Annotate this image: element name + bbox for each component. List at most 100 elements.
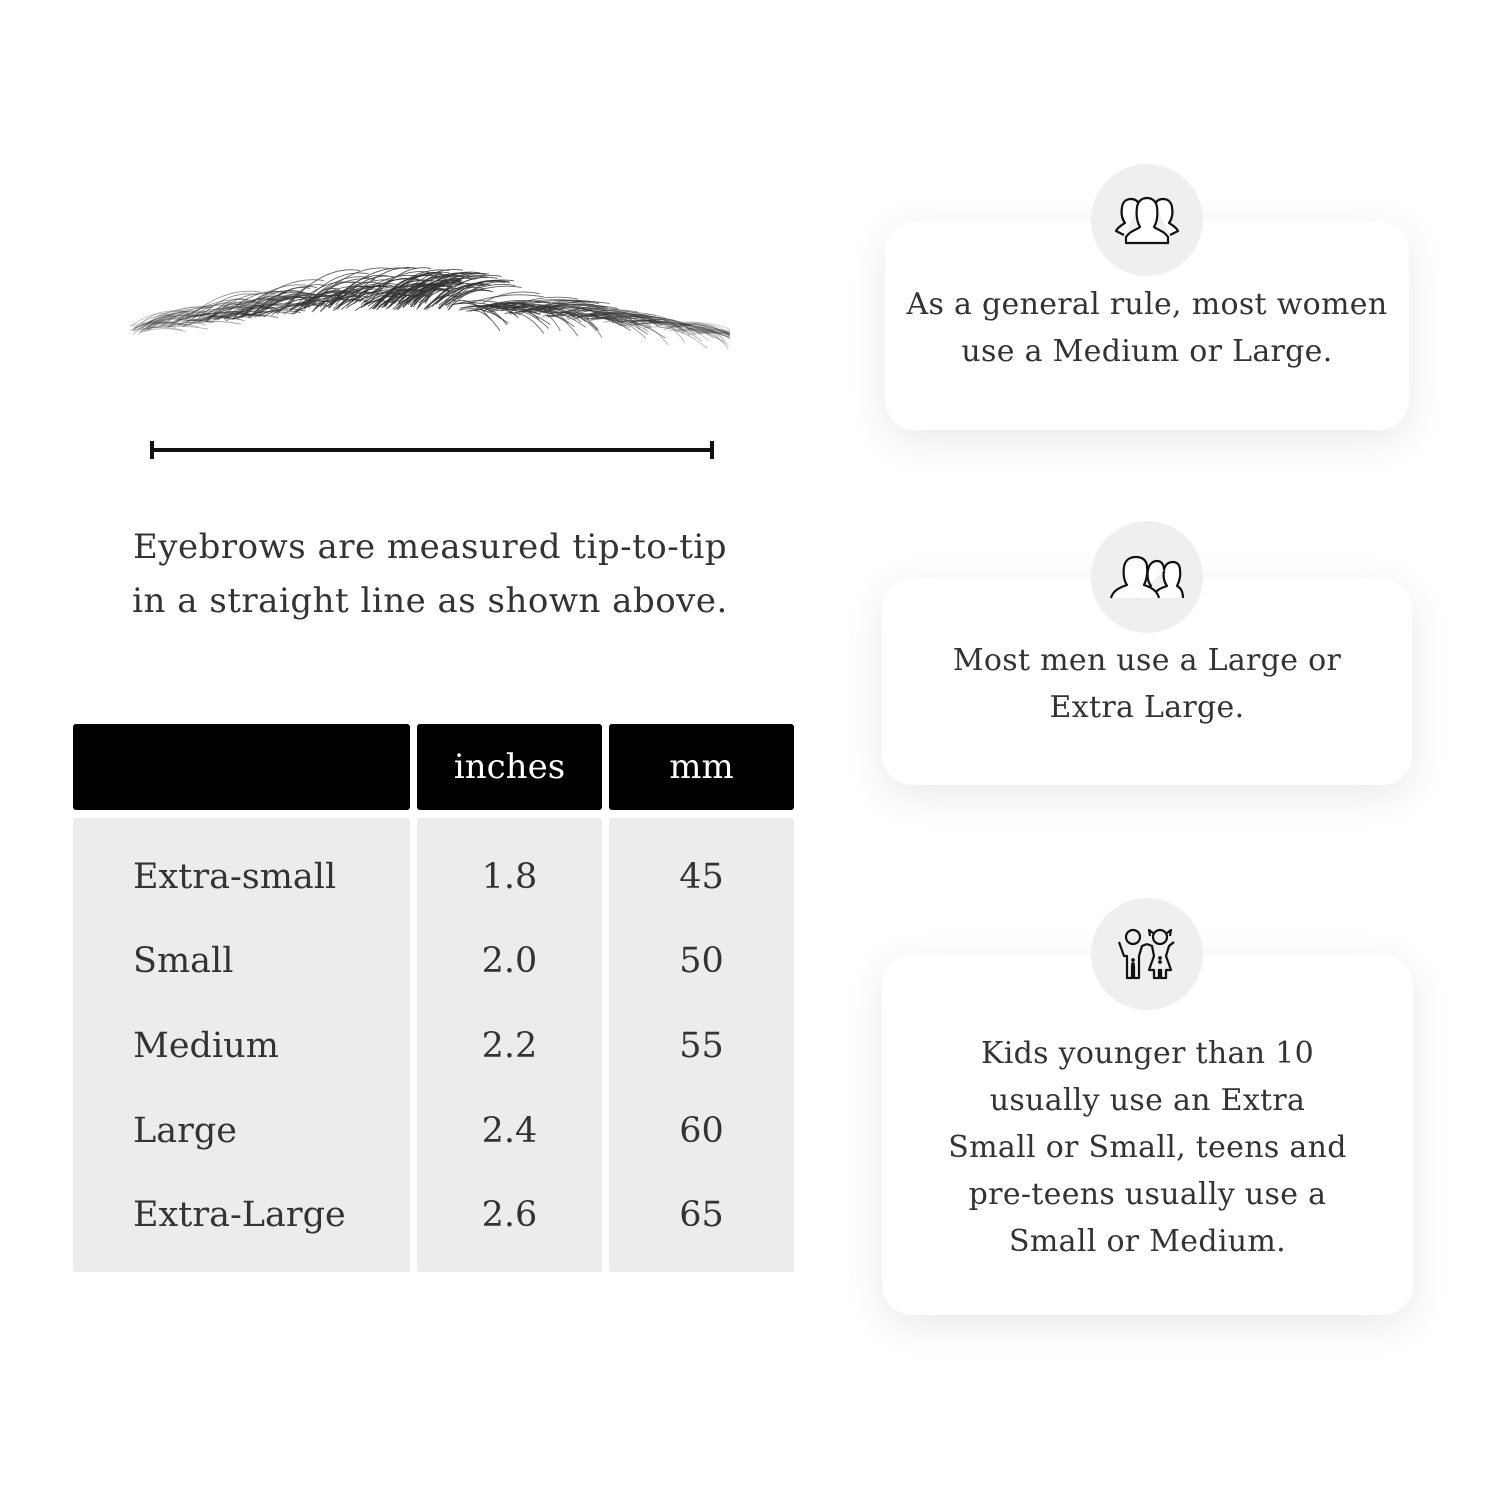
eyebrow-hair xyxy=(367,296,404,307)
eyebrow-hair xyxy=(645,319,678,326)
eyebrow-hair xyxy=(167,314,195,320)
eyebrow-hair xyxy=(134,326,183,332)
eyebrow-hair xyxy=(484,305,551,325)
eyebrow-hair xyxy=(254,302,298,315)
eyebrow-hair xyxy=(669,323,730,336)
eyebrow-hair xyxy=(679,322,730,337)
eyebrow-hair xyxy=(592,317,630,329)
eyebrow-hair xyxy=(694,332,730,337)
eyebrow-hair xyxy=(303,278,376,310)
eyebrow-hair xyxy=(368,279,435,310)
eyebrow-hair xyxy=(482,291,540,303)
eyebrow-hair xyxy=(177,319,211,327)
eyebrow-hair xyxy=(181,315,253,328)
eyebrow-hair xyxy=(402,271,481,308)
row-inches-value: 2.2 xyxy=(481,1026,538,1066)
eyebrow-hair xyxy=(693,328,729,350)
eyebrow-hair xyxy=(147,310,217,324)
eyebrow-hair xyxy=(296,281,355,306)
card-text: use a Medium or Large. xyxy=(961,333,1333,369)
eyebrow-hair xyxy=(132,315,197,330)
eyebrow-hair xyxy=(686,326,719,338)
eyebrow-hair xyxy=(682,330,720,340)
eyebrow-hair xyxy=(423,277,498,310)
eyebrow-hair xyxy=(667,329,730,346)
eyebrow-hair xyxy=(608,312,641,330)
eyebrow-hair xyxy=(648,321,686,343)
eyebrow-hair xyxy=(133,319,202,328)
eyebrow-hair xyxy=(177,313,238,321)
eyebrow-hair xyxy=(181,318,215,323)
eyebrow-hair xyxy=(224,298,279,314)
eyebrow-hair xyxy=(663,326,704,334)
eyebrow-hair xyxy=(146,310,209,328)
card-text: As a general rule, most women xyxy=(906,286,1388,322)
eyebrow-hair xyxy=(139,318,192,327)
eyebrow-hair xyxy=(410,281,464,308)
row-mm-value: 45 xyxy=(679,857,724,897)
eyebrow-hair xyxy=(418,272,473,307)
eyebrow-hair xyxy=(570,315,603,338)
eyebrow-hair xyxy=(685,322,730,330)
eyebrow-hair xyxy=(133,322,185,332)
eyebrow-hair xyxy=(660,325,730,339)
row-mm-value: 50 xyxy=(679,941,724,981)
eyebrow-hair xyxy=(133,315,176,329)
eyebrow-hair xyxy=(239,306,278,314)
row-mm-value: 65 xyxy=(679,1195,724,1235)
eyebrow-hair xyxy=(340,292,374,306)
eyebrow-hair xyxy=(439,282,485,310)
eyebrow-hair xyxy=(253,286,318,315)
eyebrow-hair xyxy=(129,322,171,332)
eyebrow-hair xyxy=(680,329,730,338)
eyebrow-hair xyxy=(141,306,211,329)
eyebrow-hair xyxy=(500,309,550,329)
eyebrow-hair xyxy=(683,327,730,340)
eyebrow-hair xyxy=(479,304,545,314)
eyebrow-hair xyxy=(176,303,242,322)
eyebrow-hair xyxy=(655,321,709,342)
row-mm-value: 55 xyxy=(679,1026,724,1066)
eyebrow-hair xyxy=(158,319,214,327)
row-size-label: Extra-Large xyxy=(133,1195,346,1235)
eyebrow-hair xyxy=(240,310,269,317)
eyebrow-hair xyxy=(364,283,436,306)
eyebrow-hair xyxy=(398,275,452,303)
eyebrow-hair xyxy=(413,284,453,303)
eyebrow-hair xyxy=(616,314,672,324)
eyebrow-hair xyxy=(591,311,656,322)
eyebrow-hair xyxy=(528,310,587,328)
eyebrow-hair xyxy=(566,308,608,319)
eyebrow-hair xyxy=(300,272,369,306)
card-text: Kids younger than 10 xyxy=(981,1035,1314,1071)
eyebrow-hair xyxy=(657,318,696,336)
caption-line: in a straight line as shown above. xyxy=(132,581,728,621)
eyebrow-hair xyxy=(169,322,206,328)
eyebrow-hair xyxy=(143,315,206,332)
eyebrow-hair xyxy=(147,310,188,324)
eyebrow-hair xyxy=(237,295,291,311)
eyebrow-hair xyxy=(629,320,700,333)
eyebrow-hair xyxy=(645,318,715,339)
eyebrow-hair xyxy=(327,288,358,307)
eyebrow-hair xyxy=(630,324,669,346)
eyebrow-hair xyxy=(131,320,176,331)
eyebrow-hair xyxy=(185,298,255,318)
eyebrow-hair xyxy=(454,302,517,316)
card-text: Small or Small, teens and xyxy=(948,1129,1347,1165)
eyebrow-hair xyxy=(303,288,340,309)
header-size xyxy=(73,724,410,810)
eyebrow-hair xyxy=(624,316,663,325)
eyebrow-hair xyxy=(688,330,730,334)
eyebrow-hair xyxy=(392,294,431,310)
eyebrow-hair xyxy=(312,298,346,312)
eyebrow-hair xyxy=(698,328,730,334)
eyebrow-hair xyxy=(558,307,637,324)
eyebrow-hair xyxy=(154,323,199,329)
eyebrow-hair xyxy=(662,325,704,331)
eyebrow-hair xyxy=(248,291,310,311)
eyebrow-hair xyxy=(491,304,565,311)
eyebrow-hair xyxy=(377,290,427,308)
eyebrow-hair xyxy=(590,311,657,316)
eyebrow-hair xyxy=(445,283,516,307)
